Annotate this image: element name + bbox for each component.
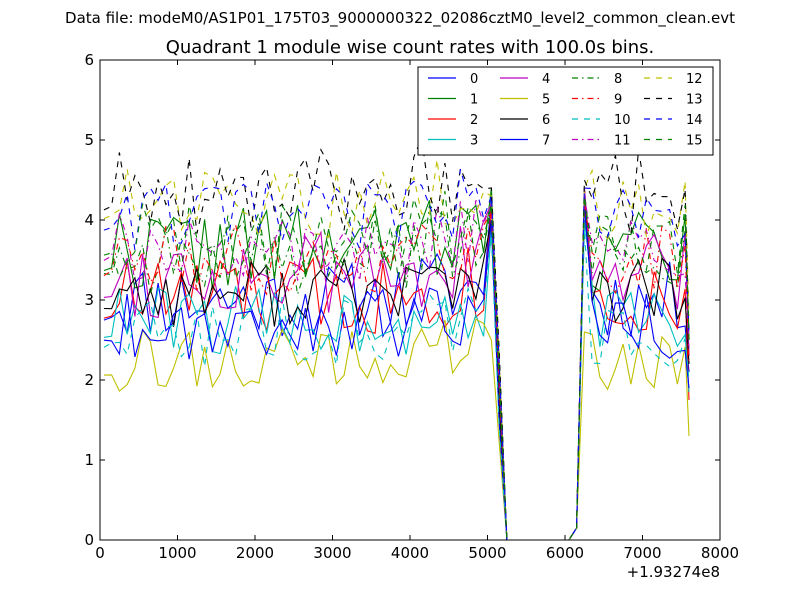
x-tick-label: 6000 (546, 544, 584, 562)
series-line-8 (103, 195, 690, 541)
legend-label-11: 11 (614, 134, 631, 149)
x-tick-label: 5000 (468, 544, 506, 562)
x-tick-label: 7000 (623, 544, 661, 562)
y-tick-label: 6 (84, 51, 94, 69)
series-line-5 (103, 318, 690, 541)
legend-label-3: 3 (470, 134, 478, 149)
chart-title: Quadrant 1 module wise count rates with … (165, 37, 655, 58)
y-tick-label: 1 (84, 451, 94, 469)
series-line-15 (103, 190, 690, 541)
x-tick-label: 1000 (158, 544, 196, 562)
y-tick-label: 4 (84, 211, 94, 229)
legend-label-15: 15 (686, 134, 703, 149)
legend-label-1: 1 (470, 93, 478, 108)
x-tick-label: 4000 (391, 544, 429, 562)
series-line-0 (103, 195, 690, 541)
series-line-1 (103, 187, 690, 541)
legend-label-7: 7 (542, 134, 550, 149)
series-line-13 (103, 135, 690, 541)
x-tick-label: 2000 (236, 544, 274, 562)
series-line-3 (103, 219, 690, 541)
legend-label-2: 2 (470, 113, 478, 128)
series-line-10 (103, 227, 690, 541)
x-tick-label: 0 (95, 544, 105, 562)
legend-label-8: 8 (614, 72, 622, 87)
series-line-2 (103, 195, 690, 541)
legend-label-13: 13 (686, 93, 703, 108)
legend-label-14: 14 (686, 113, 703, 128)
y-tick-label: 0 (84, 531, 94, 549)
series-line-6 (103, 203, 690, 541)
series-line-7 (103, 203, 690, 541)
legend-label-6: 6 (542, 113, 550, 128)
legend-label-10: 10 (614, 113, 631, 128)
legend-label-5: 5 (542, 93, 550, 108)
legend-label-9: 9 (614, 93, 622, 108)
legend-label-12: 12 (686, 72, 703, 87)
series-line-9 (103, 203, 690, 541)
chart-suptitle: Data file: modeM0/AS1P01_175T03_90000003… (65, 9, 735, 27)
x-tick-label: 3000 (313, 544, 351, 562)
y-tick-label: 3 (84, 291, 94, 309)
legend-box (417, 66, 714, 156)
x-offset-label: +1.93274e8 (627, 563, 720, 581)
y-tick-label: 5 (84, 131, 94, 149)
y-tick-label: 2 (84, 371, 94, 389)
legend-label-0: 0 (470, 72, 478, 87)
series-line-11 (103, 195, 690, 541)
legend-label-4: 4 (542, 72, 550, 87)
x-tick-label: 8000 (701, 544, 739, 562)
